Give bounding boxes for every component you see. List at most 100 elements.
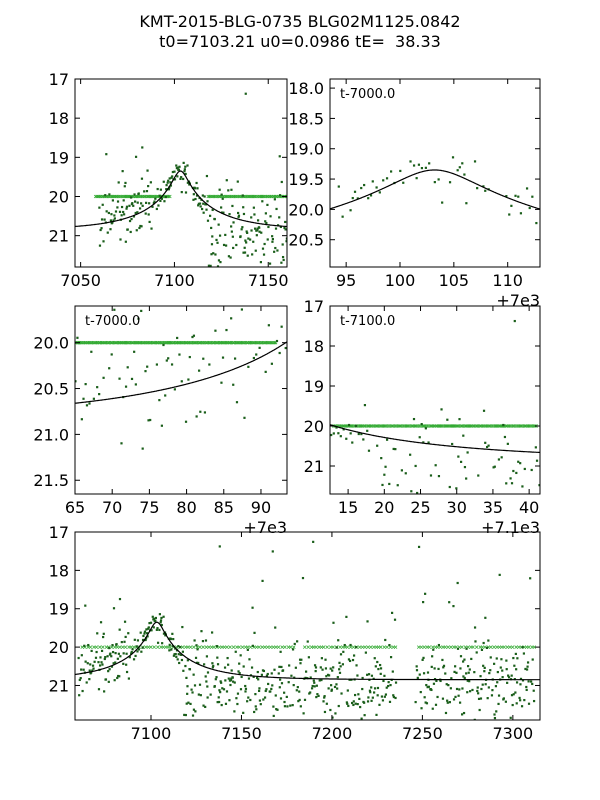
data-point xyxy=(118,597,122,601)
data-point xyxy=(248,658,251,661)
data-point xyxy=(313,664,317,667)
p1-panel: 7050 7100 7150 17 18 19 20 21 xyxy=(49,70,289,290)
data-point xyxy=(96,632,99,635)
data-point xyxy=(279,697,283,700)
data-point xyxy=(445,683,448,686)
data-point xyxy=(371,696,374,699)
data-point xyxy=(130,650,133,654)
data-point xyxy=(510,204,513,207)
data-point xyxy=(122,199,125,202)
y-tick-label: 17 xyxy=(49,70,69,89)
data-point xyxy=(225,328,228,332)
data-point xyxy=(425,702,429,705)
data-point xyxy=(468,680,471,683)
data-point xyxy=(525,685,528,689)
data-point xyxy=(100,227,103,230)
data-point xyxy=(367,696,370,699)
upper-limit-marker xyxy=(366,645,370,649)
data-point xyxy=(329,708,332,712)
data-point xyxy=(424,701,427,704)
data-point xyxy=(243,251,247,254)
data-point xyxy=(210,631,214,634)
data-point xyxy=(518,696,521,700)
data-point xyxy=(356,674,359,677)
data-point xyxy=(281,243,284,246)
data-point xyxy=(98,393,101,396)
upper-limit-marker xyxy=(82,340,87,345)
data-point xyxy=(510,482,514,485)
upper-limit-marker xyxy=(253,340,258,345)
data-point xyxy=(278,194,282,197)
data-point xyxy=(173,388,176,391)
upper-limit-marker xyxy=(224,194,229,199)
data-point xyxy=(174,652,177,656)
data-point xyxy=(420,166,424,170)
data-point xyxy=(231,204,234,208)
upper-limit-marker xyxy=(357,645,362,649)
data-point xyxy=(380,695,384,698)
data-point xyxy=(364,651,367,654)
data-point xyxy=(249,238,252,241)
data-point xyxy=(79,677,82,680)
data-point xyxy=(459,460,463,463)
data-point xyxy=(392,695,395,699)
data-point xyxy=(97,661,100,664)
data-point xyxy=(217,696,220,699)
upper-limit-marker xyxy=(148,340,152,345)
data-point xyxy=(512,656,515,660)
data-point xyxy=(273,250,276,253)
data-point xyxy=(354,693,357,697)
data-point xyxy=(441,658,444,662)
data-point xyxy=(459,667,462,670)
data-point xyxy=(192,193,195,196)
data-point xyxy=(517,460,520,463)
data-point xyxy=(246,231,249,234)
data-point xyxy=(126,228,129,231)
figure-title-line1: KMT-2015-BLG-0735 BLG02M1125.0842 xyxy=(139,12,461,31)
upper-limit-marker xyxy=(136,194,141,199)
data-point xyxy=(484,441,487,444)
data-point xyxy=(520,705,524,708)
data-point xyxy=(134,155,138,158)
data-point xyxy=(441,697,445,700)
data-point xyxy=(320,657,323,660)
data-point xyxy=(261,200,264,203)
data-point xyxy=(369,691,372,694)
y-tick-label: 20 xyxy=(49,188,69,207)
data-point xyxy=(177,653,180,656)
data-point xyxy=(463,676,466,680)
upper-limit-marker xyxy=(527,645,531,649)
data-point xyxy=(357,693,360,696)
data-point xyxy=(216,265,220,267)
upper-limit-marker xyxy=(456,424,460,428)
upper-limit-marker xyxy=(268,194,273,199)
data-point xyxy=(458,701,462,704)
upper-limit-marker xyxy=(259,340,263,345)
data-point xyxy=(330,433,333,437)
upper-limit-marker xyxy=(502,645,506,649)
data-point xyxy=(167,179,170,182)
upper-limit-marker xyxy=(215,340,219,345)
data-point xyxy=(109,219,113,222)
data-point xyxy=(298,690,301,693)
upper-limit-marker xyxy=(151,194,155,199)
y-tick-label: 18.5 xyxy=(288,109,324,128)
data-point xyxy=(482,641,485,645)
data-point xyxy=(179,177,182,180)
upper-limit-marker xyxy=(488,424,493,428)
data-point xyxy=(130,217,133,221)
y-tick-label: 20.5 xyxy=(288,231,324,250)
upper-limit-marker xyxy=(321,645,326,649)
data-point xyxy=(425,683,428,687)
data-point xyxy=(513,664,516,667)
data-point xyxy=(91,669,94,672)
data-point xyxy=(177,168,181,171)
data-point xyxy=(345,437,348,440)
data-point xyxy=(154,619,157,622)
data-point xyxy=(469,690,472,693)
data-point xyxy=(240,675,243,679)
data-point xyxy=(304,670,308,673)
data-point xyxy=(215,676,218,679)
data-point xyxy=(284,228,287,231)
data-point xyxy=(478,708,481,712)
